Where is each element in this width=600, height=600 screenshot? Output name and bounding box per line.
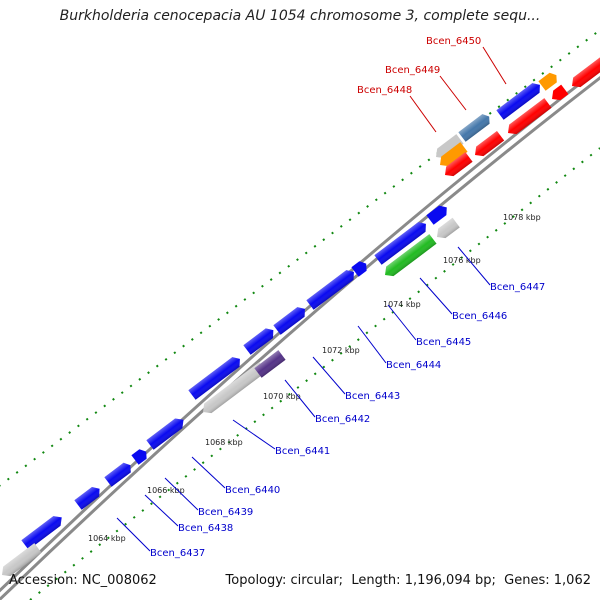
genes-value: 1,062	[553, 573, 591, 588]
gene-arrow[interactable]	[436, 142, 468, 170]
gene-label[interactable]: Bcen_6440	[225, 485, 280, 496]
topology-value: circular	[290, 573, 339, 588]
accession-info: Accession: NC_008062	[9, 573, 157, 588]
gene-label[interactable]: Bcen_6448	[357, 85, 412, 96]
gene-label[interactable]: Bcen_6442	[315, 414, 370, 425]
gene-label[interactable]: Bcen_6441	[275, 446, 330, 457]
gene-arrow[interactable]	[504, 98, 552, 138]
gene-arrow[interactable]	[568, 54, 600, 91]
length-label: Length:	[351, 573, 401, 588]
gene-arrow[interactable]	[273, 304, 308, 335]
tick-rails	[0, 29, 600, 600]
gene-labels: Bcen_6437 Bcen_6438 Bcen_6439 Bcen_6440 …	[150, 36, 545, 559]
gene-arrow[interactable]	[0, 543, 42, 580]
gene-arrow[interactable]	[243, 325, 277, 355]
length-value: 1,196,094 bp	[404, 573, 492, 588]
gene-label[interactable]: Bcen_6444	[386, 360, 441, 371]
kbp-tick-label: 1066 kbp	[147, 486, 185, 495]
gene-arrow[interactable]	[496, 80, 543, 120]
gene-arrow[interactable]	[538, 70, 560, 91]
kbp-tick-label: 1064 kbp	[88, 534, 126, 543]
gene-label[interactable]: Bcen_6443	[345, 391, 400, 402]
genes-label: Genes:	[504, 573, 550, 588]
kbp-tick-label: 1078 kbp	[503, 213, 541, 222]
gene-arrow[interactable]	[441, 152, 473, 180]
kbp-tick-label: 1076 kbp	[443, 256, 481, 265]
gene-arrow[interactable]	[458, 112, 492, 142]
gene-arrow[interactable]	[104, 460, 134, 487]
gene-track	[0, 54, 600, 580]
gene-arrow[interactable]	[199, 362, 267, 417]
gene-label[interactable]: Bcen_6445	[416, 337, 471, 348]
gene-label[interactable]: Bcen_6439	[198, 507, 253, 518]
gene-label[interactable]: Bcen_6446	[452, 311, 507, 322]
gene-arrow[interactable]	[74, 484, 103, 510]
gene-arrow[interactable]	[188, 354, 243, 400]
gene-label[interactable]: Bcen_6438	[178, 523, 233, 534]
gene-arrow[interactable]	[471, 130, 505, 160]
gene-arrow[interactable]	[131, 447, 149, 465]
chromosome-backbone	[0, 66, 600, 600]
kbp-tick-label: 1072 kbp	[322, 346, 360, 355]
accession-label: Accession:	[9, 573, 78, 588]
gene-arrow[interactable]	[426, 203, 450, 225]
gene-arrow[interactable]	[374, 219, 429, 265]
gene-label[interactable]: Bcen_6450	[426, 36, 481, 47]
gene-arrow[interactable]	[21, 513, 65, 550]
gene-arrow[interactable]	[381, 234, 437, 280]
gene-arrow[interactable]	[433, 217, 460, 242]
gene-arrow[interactable]	[548, 84, 569, 104]
accession-value: NC_008062	[81, 573, 157, 588]
gene-arrow[interactable]	[351, 259, 369, 277]
gene-label[interactable]: Bcen_6447	[490, 282, 545, 293]
kbp-tick-label: 1068 kbp	[205, 438, 243, 447]
sequence-summary: Topology: circular; Length: 1,196,094 bp…	[225, 573, 591, 588]
leader-lines	[116, 46, 507, 552]
gene-arrow[interactable]	[146, 415, 187, 450]
kbp-tick-label: 1074 kbp	[383, 300, 421, 309]
gene-label[interactable]: Bcen_6449	[385, 65, 440, 76]
gene-arrow[interactable]	[254, 350, 286, 378]
gene-arrow[interactable]	[432, 134, 464, 162]
kbp-tick-label: 1070 kbp	[263, 392, 301, 401]
topology-label: Topology:	[225, 573, 287, 588]
map-title: Burkholderia cenocepacia AU 1054 chromos…	[59, 8, 541, 24]
gene-label[interactable]: Bcen_6437	[150, 548, 205, 559]
gene-arrow[interactable]	[306, 267, 357, 310]
scale-labels: 1064 kbp 1066 kbp 1068 kbp 1070 kbp 1072…	[88, 213, 541, 543]
